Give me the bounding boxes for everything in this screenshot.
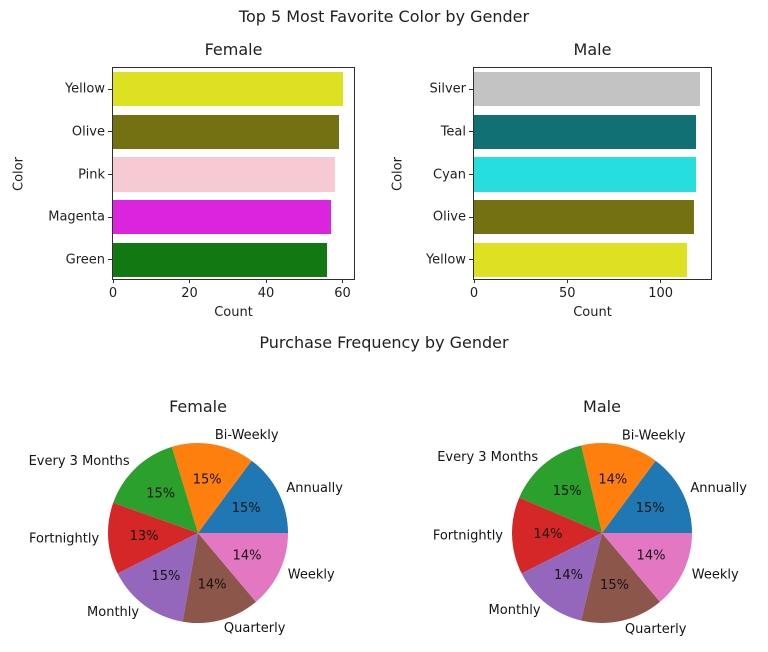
pie-male-slice-fortnightly (512, 497, 602, 574)
x-axis-label-count: Count (573, 305, 612, 320)
bar-female-ytick-label-magenta: Magenta (48, 209, 105, 225)
bar-chart-female-axes: Count Color Yellow Olive Pink Magenta Green 0… (12, 67, 355, 320)
pie-female-pct-quarterly: 14% (198, 578, 227, 593)
pie-female-pct-monthly: 15% (151, 569, 180, 584)
bar-male-bar-teal (474, 114, 697, 149)
pie-male-pct-monthly: 14% (554, 568, 583, 583)
bar-female-ytick-mark-magenta (108, 216, 112, 218)
bar-section-title: Top 5 Most Favorite Color by Gender (238, 7, 530, 26)
bar-male-xtick-mark-50 (566, 279, 568, 283)
bar-female-xtick-label-20: 20 (181, 286, 198, 301)
pie-male-slice-bi-weekly (581, 443, 656, 533)
pie-male-label-bi-weekly: Bi-Weekly (622, 429, 686, 444)
bar-female-bar-yellow (113, 72, 343, 107)
bar-chart-female-title: Female (204, 40, 263, 59)
pie-male-label-weekly: Weekly (692, 567, 739, 582)
pie-female-slice-monthly (117, 533, 198, 622)
bar-female-ytick-label-yellow: Yellow (64, 81, 105, 97)
bar-male-ytick-label-yellow: Yellow (425, 252, 466, 268)
pie-female-slice-bi-weekly (171, 443, 252, 533)
pie-female-label-annually: Annually (286, 481, 343, 496)
bar-female-bar-green (113, 242, 328, 277)
pie-female-slice-annually (198, 460, 288, 533)
bar-female-ytick-label-pink: Pink (78, 167, 105, 182)
pie-female-pct-every-3-months: 15% (146, 486, 175, 501)
pie-female-label-every-3-months: Every 3 Months (29, 454, 130, 469)
pie-male-pct-every-3-months: 15% (553, 484, 582, 499)
bar-male-xtick-label-100: 100 (648, 286, 674, 301)
pie-male-pct-bi-weekly: 14% (598, 473, 627, 488)
bar-male-ytick-label-olive: Olive (432, 209, 466, 225)
pie-male-label-monthly: Monthly (489, 603, 541, 618)
pie-female-label-fortnightly: Fortnightly (29, 532, 99, 547)
bar-male-xtick-label-0: 0 (469, 286, 479, 301)
bar-chart-male-axes: Count Color Silver Teal Cyan Olive Yellow 0 50… (391, 67, 712, 320)
bar-male-xtick-label-50: 50 (559, 286, 576, 301)
pie-male-slice-monthly (521, 533, 602, 621)
bar-female-xtick-mark-60 (342, 279, 344, 283)
bar-female-bar-magenta (113, 200, 332, 235)
bar-male-xtick-mark-100 (660, 279, 662, 283)
pie-male-pct-quarterly: 15% (600, 578, 629, 593)
bar-male-bar-cyan (474, 157, 697, 192)
pie-female-pct-weekly: 14% (233, 548, 262, 563)
bar-female-ytick-mark-yellow (108, 88, 112, 90)
pie-female-label-weekly: Weekly (288, 567, 335, 582)
bar-male-bar-olive (474, 200, 695, 235)
bar-female-xtick-label-60: 60 (334, 286, 351, 301)
bar-male-ytick-label-teal: Teal (440, 124, 466, 140)
bar-male-ytick-label-cyan: Cyan (433, 167, 466, 182)
bar-female-xtick-mark-40 (265, 279, 267, 283)
pie-female-slice-weekly (198, 533, 288, 602)
bar-female-ytick-mark-pink (108, 174, 112, 175)
bar-female-ytick-mark-olive (108, 131, 112, 133)
bar-female-bar-pink (113, 157, 335, 192)
pie-chart-male-title: Male (583, 397, 621, 416)
bar-male-ytick-mark-yellow (469, 259, 473, 261)
pie-male-slice-every-3-months (519, 445, 602, 533)
bar-male-xtick-mark-0 (473, 279, 475, 283)
pie-male-label-annually: Annually (690, 481, 747, 496)
pie-chart-female-title: Female (169, 397, 227, 416)
bar-female-ytick-label-olive: Olive (71, 124, 105, 140)
pie-male-slice-weekly (602, 533, 692, 602)
bar-female-xtick-label-0: 0 (108, 286, 118, 301)
pie-female-slice-every-3-months (113, 446, 198, 533)
pie-male-pct-weekly: 14% (637, 548, 666, 563)
pie-female-slice-quarterly (182, 533, 256, 624)
bar-female-xtick-mark-20 (189, 279, 190, 283)
pie-male-label-fortnightly: Fortnightly (433, 529, 503, 544)
pie-female-pct-fortnightly: 13% (130, 529, 159, 544)
bar-female-xtick-mark-0 (112, 279, 114, 283)
bar-female-ytick-mark-green (108, 259, 112, 261)
pie-male-pct-annually: 15% (636, 501, 665, 516)
pie-female-pct-annually: 15% (232, 501, 261, 516)
pie-female-label-bi-weekly: Bi-Weekly (215, 428, 279, 443)
pie-female-slice-fortnightly (108, 502, 198, 574)
pie-female-pct-bi-weekly: 15% (193, 472, 222, 487)
bar-male-bar-yellow (474, 242, 687, 277)
bar-male-ytick-mark-cyan (469, 174, 473, 175)
bar-female-xtick-label-40: 40 (257, 286, 275, 301)
bar-chart-male-title: Male (573, 40, 612, 59)
pie-male-slice-quarterly (581, 533, 660, 623)
pie-female-label-quarterly: Quarterly (224, 621, 286, 636)
x-axis-label-count: Count (214, 305, 253, 320)
pie-male-slice-annually (602, 460, 692, 533)
pie-male-label-every-3-months: Every 3 Months (437, 450, 538, 465)
bar-male-ytick-mark-teal (469, 131, 473, 133)
pie-section-title: Purchase Frequency by Gender (259, 333, 509, 352)
bar-female-ytick-label-green: Green (65, 252, 105, 268)
bar-female-bar-olive (113, 114, 339, 149)
bar-male-ytick-label-silver: Silver (429, 81, 466, 97)
pie-male-label-quarterly: Quarterly (625, 622, 687, 637)
bar-male-ytick-mark-silver (469, 88, 473, 90)
bar-male-bar-silver (474, 72, 700, 107)
pie-male-pct-fortnightly: 14% (534, 527, 563, 542)
bar-male-ytick-mark-olive (469, 216, 473, 218)
pie-female-label-monthly: Monthly (87, 605, 139, 620)
